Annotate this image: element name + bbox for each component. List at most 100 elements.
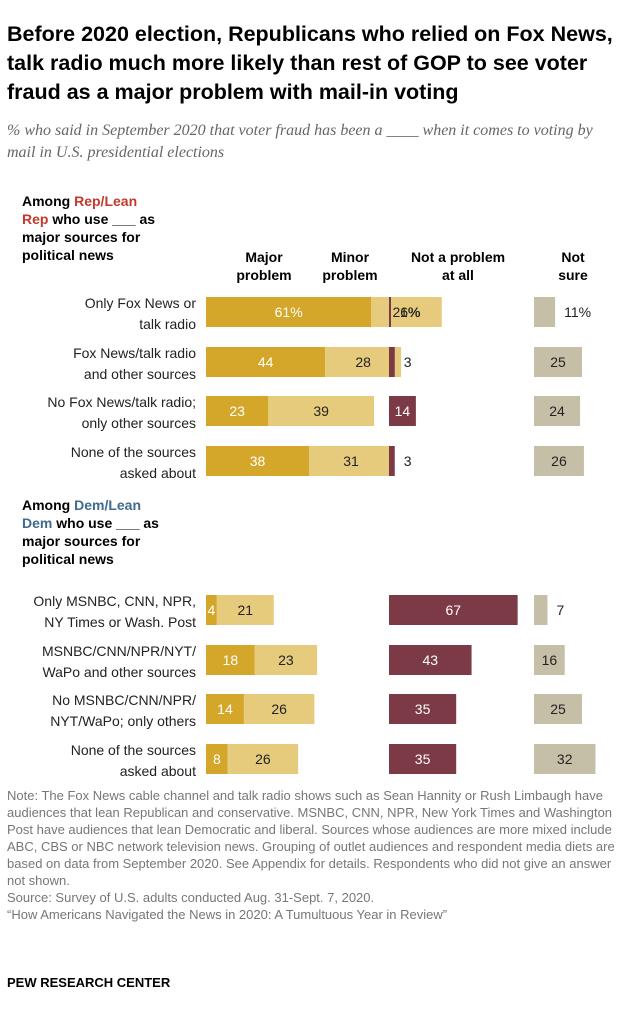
group-heading: major sources for bbox=[22, 533, 141, 549]
column-header-not_problem: Not a problem bbox=[411, 249, 505, 265]
value-label-minor: 28 bbox=[355, 354, 371, 370]
bar-not-sure bbox=[534, 744, 596, 774]
group-heading: Rep who use ___ as bbox=[22, 211, 155, 227]
group-heading-segment: Among bbox=[22, 193, 74, 209]
bar-not-a-problem bbox=[389, 595, 518, 625]
row-label: Only Fox News or bbox=[85, 295, 197, 311]
value-label-major: 18 bbox=[223, 652, 239, 668]
group-heading-segment: major sources for bbox=[22, 229, 141, 245]
bar-not-a-problem bbox=[389, 744, 457, 774]
group-heading-segment: Rep bbox=[22, 211, 48, 227]
value-label-major: 38 bbox=[250, 453, 266, 469]
value-label-minor: 26 bbox=[255, 751, 271, 767]
column-header-not_problem: at all bbox=[442, 267, 474, 283]
value-label-minor: 26% bbox=[393, 304, 421, 320]
bar-not-sure bbox=[534, 446, 584, 476]
bar-major-problem bbox=[206, 396, 269, 426]
group-heading-segment: Among bbox=[22, 497, 74, 513]
value-label-major: 61% bbox=[275, 304, 303, 320]
bar-minor-problem bbox=[227, 744, 299, 774]
value-label-minor: 31 bbox=[343, 453, 359, 469]
bar-minor-problem bbox=[325, 347, 402, 377]
group-heading: Dem who use ___ as bbox=[22, 515, 159, 531]
value-label-major: 4 bbox=[208, 602, 216, 618]
row-label: NY Times or Wash. Post bbox=[44, 614, 196, 630]
bar-major-problem bbox=[206, 347, 326, 377]
bar-minor-problem bbox=[243, 694, 315, 724]
row-label: only other sources bbox=[82, 415, 196, 431]
bar-not-a-problem bbox=[389, 694, 457, 724]
value-label-major: 8 bbox=[213, 751, 221, 767]
column-header-not_sure: Not bbox=[561, 249, 585, 265]
value-label-major: 44 bbox=[258, 354, 274, 370]
value-label-not-a-problem: 1% bbox=[400, 304, 420, 320]
group-heading-segment: political news bbox=[22, 551, 114, 567]
bar-not-a-problem bbox=[389, 645, 472, 675]
group-heading-segment: Rep/Lean bbox=[74, 193, 137, 209]
row-label: No MSNBC/CNN/NPR/ bbox=[52, 692, 196, 708]
value-label-major: 14 bbox=[217, 701, 233, 717]
report-title: “How Americans Navigated the News in 202… bbox=[7, 907, 448, 922]
value-label-not-a-problem: 3 bbox=[404, 354, 412, 370]
row-label: asked about bbox=[120, 465, 196, 481]
row-label: Fox News/talk radio bbox=[73, 345, 196, 361]
value-label-not-sure: 7 bbox=[556, 602, 564, 618]
value-label-minor: 39 bbox=[313, 403, 329, 419]
bar-major-problem bbox=[206, 446, 309, 476]
value-label-not-a-problem: 35 bbox=[415, 701, 431, 717]
value-label-not-sure: 16 bbox=[542, 652, 558, 668]
column-header-minor: problem bbox=[322, 267, 377, 283]
bar-not-sure bbox=[534, 396, 581, 426]
column-header-minor: Minor bbox=[331, 249, 370, 265]
chart-subtitle: % who said in September 2020 that voter … bbox=[7, 122, 593, 161]
bar-major-problem bbox=[206, 645, 255, 675]
pew-credit: PEW RESEARCH CENTER bbox=[7, 975, 171, 990]
group-heading: major sources for bbox=[22, 229, 141, 245]
bar-major-problem bbox=[206, 297, 372, 327]
group-heading-segment: Dem bbox=[22, 515, 52, 531]
value-label-not-a-problem: 67 bbox=[446, 602, 462, 618]
value-label-not-sure: 24 bbox=[549, 403, 565, 419]
value-label-not-a-problem: 35 bbox=[415, 751, 431, 767]
bar-not-sure bbox=[534, 694, 582, 724]
column-header-not_sure: sure bbox=[558, 267, 588, 283]
group-heading: Among Dem/Lean bbox=[22, 497, 141, 513]
bar-not-a-problem bbox=[389, 446, 395, 476]
value-label-not-sure: 25 bbox=[550, 701, 566, 717]
group-heading-segment: political news bbox=[22, 247, 114, 263]
value-label-major: 23 bbox=[229, 403, 245, 419]
value-label-minor: 26 bbox=[271, 701, 287, 717]
column-header-major: problem bbox=[236, 267, 291, 283]
row-label: NYT/WaPo; only others bbox=[50, 713, 196, 729]
column-header-major: Major bbox=[245, 249, 283, 265]
bar-major-problem bbox=[206, 595, 217, 625]
chart-title: Before 2020 election, Republicans who re… bbox=[7, 22, 613, 104]
row-label: None of the sources bbox=[71, 444, 196, 460]
bar-minor-problem bbox=[254, 645, 318, 675]
row-label: Only MSNBC, CNN, NPR, bbox=[33, 593, 196, 609]
group-heading: Among Rep/Lean bbox=[22, 193, 137, 209]
value-label-not-sure: 26 bbox=[551, 453, 567, 469]
bar-minor-problem bbox=[308, 446, 393, 476]
bar-minor-problem bbox=[371, 297, 442, 327]
group-heading: political news bbox=[22, 247, 114, 263]
group-heading-segment: major sources for bbox=[22, 533, 141, 549]
bar-major-problem bbox=[206, 744, 228, 774]
source-text: Source: Survey of U.S. adults conducted … bbox=[7, 890, 375, 905]
notes: Note: The Fox News cable channel and tal… bbox=[7, 787, 622, 923]
bar-major-problem bbox=[206, 694, 244, 724]
stacked-bar-chart: Major problem Minor problem Not a problem at … bbox=[22, 193, 596, 779]
value-label-not-a-problem: 3 bbox=[404, 453, 412, 469]
row-label: No Fox News/talk radio; bbox=[47, 394, 196, 410]
bar-not-sure bbox=[534, 297, 556, 327]
value-label-not-a-problem: 14 bbox=[395, 403, 411, 419]
bar-minor-problem bbox=[268, 396, 375, 426]
row-label: WaPo and other sources bbox=[42, 664, 196, 680]
group-heading-segment: who use ___ as bbox=[52, 515, 159, 531]
value-label-not-sure: 11% bbox=[564, 304, 591, 320]
row-label: and other sources bbox=[84, 366, 196, 382]
row-label: talk radio bbox=[139, 316, 196, 332]
value-label-not-sure: 32 bbox=[557, 751, 573, 767]
bar-not-sure bbox=[534, 595, 548, 625]
value-label-not-sure: 25 bbox=[550, 354, 566, 370]
